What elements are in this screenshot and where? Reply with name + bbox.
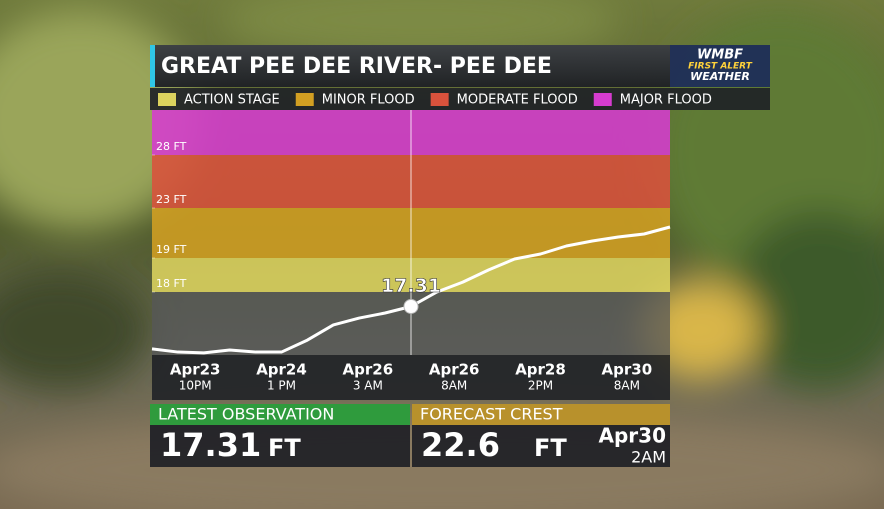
observation-unit: FT: [268, 434, 301, 462]
logo-text: WEATHER: [690, 70, 750, 83]
x-tick-sublabel: 8AM: [614, 379, 640, 393]
crest-unit: FT: [534, 434, 567, 462]
logo-text: FIRST ALERT: [688, 62, 753, 72]
legend-label: ACTION STAGE: [184, 93, 280, 108]
observation-label: LATEST OBSERVATION: [158, 405, 334, 424]
logo-text: WMBF: [697, 48, 743, 63]
x-tick-label: Apr26: [429, 361, 480, 379]
x-tick-label: Apr28: [515, 361, 566, 379]
chart-title: GREAT PEE DEE RIVER- PEE DEE: [161, 54, 552, 79]
x-tick-sublabel: 3 AM: [353, 379, 383, 393]
observation-body: [150, 425, 410, 467]
crest-header: [412, 404, 670, 425]
legend-swatch: [430, 93, 449, 106]
crest-body: [412, 425, 670, 467]
crest-time: 2AM: [631, 448, 666, 467]
crest-date: Apr30: [599, 424, 667, 448]
y-tick-label: 28 FT: [156, 140, 187, 153]
title-accent: [150, 45, 155, 87]
x-tick-label: Apr24: [256, 361, 307, 379]
y-tick-label: 19 FT: [156, 243, 187, 256]
x-axis-bar: [152, 355, 670, 400]
point-label: 17.31: [381, 275, 441, 297]
observation-header: [150, 404, 410, 425]
legend-swatch: [158, 93, 176, 106]
x-tick-sublabel: 1 PM: [267, 379, 296, 393]
observation-value: 17.31: [160, 426, 261, 464]
crest-label: FORECAST CREST: [420, 405, 563, 424]
crest-value: 22.6: [421, 426, 500, 464]
x-tick-sublabel: 10PM: [179, 379, 212, 393]
y-tick-label: 18 FT: [156, 277, 187, 290]
x-tick-label: Apr26: [343, 361, 394, 379]
x-tick-sublabel: 8AM: [441, 379, 467, 393]
x-tick-label: Apr23: [170, 361, 221, 379]
title-bar: [150, 45, 670, 87]
legend-label: MAJOR FLOOD: [620, 93, 712, 108]
legend-label: MINOR FLOOD: [322, 93, 415, 108]
legend-swatch: [593, 93, 612, 106]
legend-swatch: [295, 93, 314, 106]
observation-point: [403, 298, 419, 314]
y-tick-label: 23 FT: [156, 193, 187, 206]
legend-label: MODERATE FLOOD: [457, 93, 578, 108]
x-tick-sublabel: 2PM: [528, 379, 553, 393]
logo-box: [670, 45, 770, 87]
x-tick-label: Apr30: [602, 361, 653, 379]
